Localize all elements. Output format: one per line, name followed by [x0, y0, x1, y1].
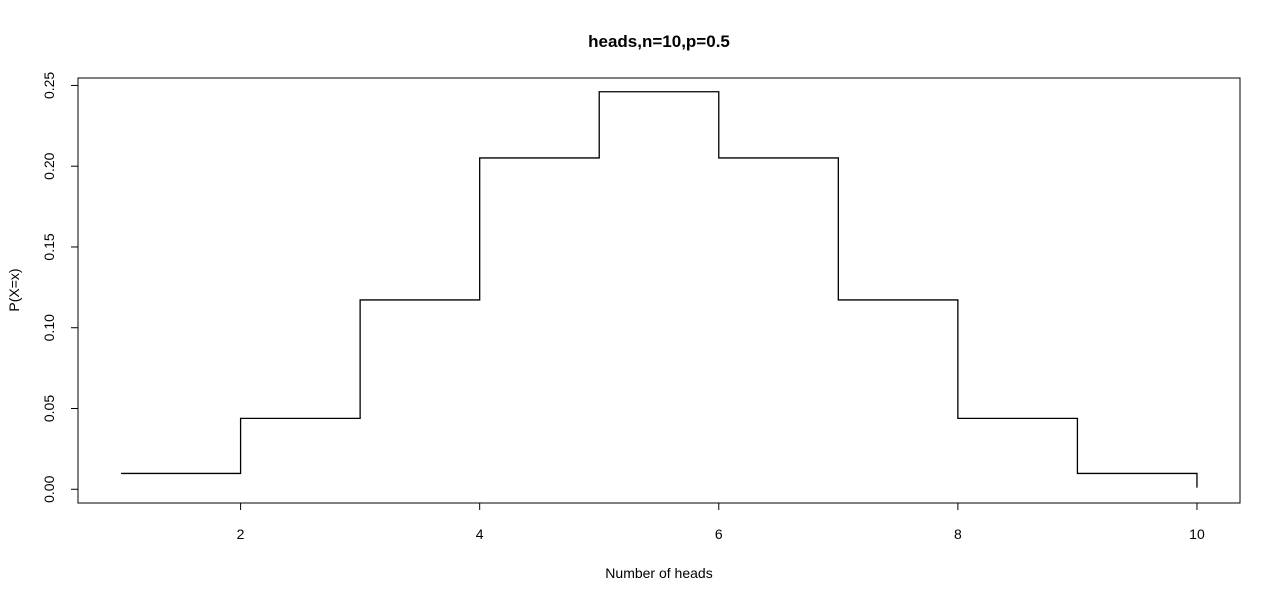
x-tick-label: 4 — [476, 526, 484, 542]
x-tick-label: 2 — [237, 526, 245, 542]
y-axis-label: P(X=x) — [6, 268, 22, 311]
chart-title: heads,n=10,p=0.5 — [588, 32, 730, 51]
y-tick-label: 0.00 — [41, 475, 57, 502]
x-axis: 2 4 6 8 10 — [237, 503, 1205, 542]
y-tick-label: 0.10 — [41, 314, 57, 341]
x-tick-label: 8 — [954, 526, 962, 542]
y-tick-label: 0.25 — [41, 72, 57, 99]
x-tick-label: 6 — [715, 526, 723, 542]
y-tick-label: 0.15 — [41, 233, 57, 260]
y-tick-label: 0.05 — [41, 395, 57, 422]
x-tick-label: 10 — [1189, 526, 1205, 542]
x-axis-label: Number of heads — [605, 565, 712, 581]
y-axis: 0.00 0.05 0.10 0.15 0.20 0.25 — [41, 72, 78, 503]
step-line-series — [121, 91, 1198, 488]
plot-frame — [77, 77, 1241, 504]
y-tick-label: 0.20 — [41, 152, 57, 179]
